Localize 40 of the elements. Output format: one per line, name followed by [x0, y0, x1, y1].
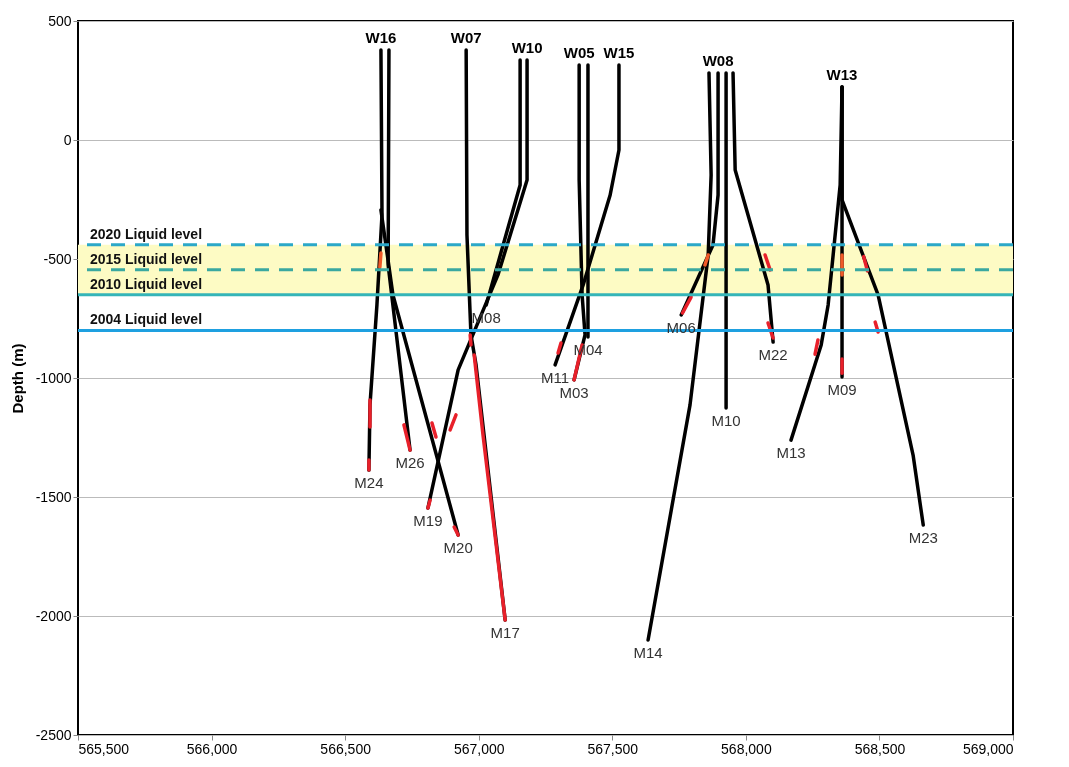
series-label: M23 [908, 529, 938, 547]
y-tick-label: 500 [48, 12, 72, 29]
series-label: M20 [443, 539, 473, 557]
y-tick-label: -1500 [35, 488, 72, 505]
x-tick-label: 569,000 [962, 740, 1014, 757]
x-tick-label: 566,500 [320, 740, 372, 757]
ref-line-label: 2010 Liquid level [90, 275, 203, 292]
series-label: M17 [490, 624, 520, 642]
x-tick-label: 568,000 [721, 740, 772, 757]
series-label: M03 [559, 383, 589, 401]
annotation: W16 [365, 29, 397, 47]
y-tick-label: 0 [63, 131, 72, 148]
series-label: M19 [413, 511, 443, 529]
y-tick-label: -1000 [35, 369, 72, 386]
series-label: M11 [541, 368, 570, 386]
annotation: W07 [450, 29, 482, 47]
ref-line-label: 2020 Liquid level [90, 225, 203, 242]
series-label: M24 [354, 474, 384, 492]
x-tick-label: 566,000 [186, 740, 238, 757]
annotation: W15 [603, 44, 635, 62]
annotation: W13 [826, 65, 858, 83]
series-label: M22 [758, 346, 788, 364]
y-tick-label: -500 [43, 250, 72, 267]
annotation: W05 [563, 44, 595, 62]
x-tick-label: 567,500 [587, 740, 639, 757]
y-tick-label: -2500 [35, 726, 72, 743]
series-label: M13 [776, 444, 806, 462]
y-axis-title: Depth (m) [8, 343, 26, 414]
x-tick-label: 565,500 [78, 740, 130, 757]
y-tick-label: -2000 [35, 607, 72, 624]
series-label: M26 [395, 454, 425, 472]
series-label: M09 [827, 381, 857, 399]
annotation: W10 [511, 39, 543, 57]
ref-line-label: 2004 Liquid level [90, 311, 203, 328]
annotation: W08 [702, 51, 734, 69]
series-label: M14 [633, 644, 663, 662]
ref-line-label: 2015 Liquid level [90, 250, 203, 267]
series-label: M10 [711, 411, 741, 429]
x-tick-label: 568,500 [854, 740, 906, 757]
x-tick-label: 567,000 [453, 740, 505, 757]
